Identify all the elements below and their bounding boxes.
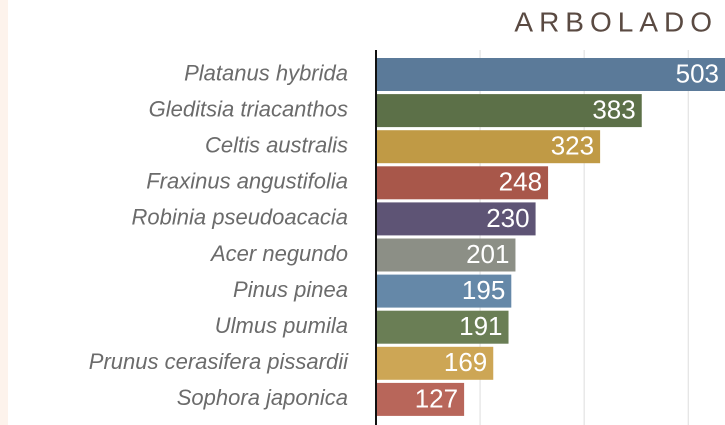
category-label: Robinia pseudoacacia (132, 205, 349, 230)
category-label: Prunus cerasifera pissardii (89, 349, 349, 374)
bar (376, 346, 494, 380)
value-label: 248 (499, 167, 542, 197)
value-label: 127 (415, 383, 458, 413)
category-label: Sophora japonica (177, 385, 348, 410)
value-label: 323 (551, 131, 594, 161)
bar (376, 94, 642, 128)
chart-title: ARBOLADO (514, 6, 718, 37)
value-label: 195 (462, 275, 505, 305)
value-label: 230 (486, 203, 529, 233)
bar (376, 382, 465, 416)
value-label: 169 (444, 347, 487, 377)
category-label: Celtis australis (205, 133, 348, 158)
value-label: 503 (676, 58, 719, 88)
bar (376, 238, 516, 272)
bar (376, 58, 725, 91)
category-label: Platanus hybrida (184, 60, 348, 85)
category-label: Pinus pinea (233, 277, 348, 302)
bar (376, 310, 509, 344)
category-label: Fraxinus angustifolia (146, 169, 348, 194)
value-label: 383 (592, 94, 635, 124)
category-label: Gleditsia triacanthos (149, 96, 348, 121)
bar (376, 130, 601, 164)
bar (376, 202, 536, 236)
bar (376, 166, 549, 200)
bar (376, 274, 512, 308)
value-label: 191 (459, 311, 502, 341)
category-label: Acer negundo (209, 241, 348, 266)
value-label: 201 (466, 239, 509, 269)
edge-strip (0, 0, 8, 425)
category-label: Ulmus pumila (215, 313, 348, 338)
